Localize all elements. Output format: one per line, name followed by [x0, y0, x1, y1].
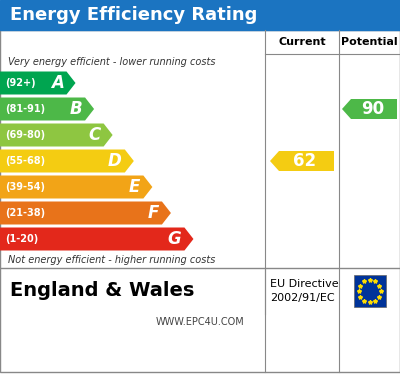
Text: B: B [70, 100, 82, 118]
Text: (69-80): (69-80) [5, 130, 45, 140]
Polygon shape [0, 71, 76, 95]
Polygon shape [0, 175, 152, 199]
Text: England & Wales: England & Wales [10, 282, 194, 300]
Polygon shape [0, 227, 194, 251]
Text: Potential: Potential [341, 37, 398, 47]
Text: Not energy efficient - higher running costs: Not energy efficient - higher running co… [8, 255, 215, 265]
Text: F: F [148, 204, 159, 222]
Text: G: G [168, 230, 182, 248]
Polygon shape [0, 201, 171, 225]
Text: (39-54): (39-54) [5, 182, 45, 192]
Text: Very energy efficient - lower running costs: Very energy efficient - lower running co… [8, 57, 216, 67]
Text: Current: Current [278, 37, 326, 47]
Polygon shape [270, 151, 334, 171]
Bar [354, 275, 386, 307]
Text: (1-20): (1-20) [5, 234, 38, 244]
Text: E: E [129, 178, 140, 196]
Text: D: D [108, 152, 122, 170]
Polygon shape [0, 123, 113, 147]
Text: C: C [88, 126, 101, 144]
Polygon shape [342, 99, 397, 119]
Text: 62: 62 [294, 152, 316, 170]
Text: A: A [51, 74, 64, 92]
Text: WWW.EPC4U.COM: WWW.EPC4U.COM [156, 317, 244, 327]
Polygon shape [0, 97, 94, 121]
Text: (81-91): (81-91) [5, 104, 45, 114]
Polygon shape [0, 149, 134, 173]
Text: (92+): (92+) [5, 78, 36, 88]
Bar [0, 0, 400, 30]
Text: (21-38): (21-38) [5, 208, 45, 218]
Bar [0, 30, 400, 372]
Text: 90: 90 [361, 100, 384, 118]
Text: Energy Efficiency Rating: Energy Efficiency Rating [10, 6, 257, 24]
Text: (55-68): (55-68) [5, 156, 45, 166]
Text: EU Directive
2002/91/EC: EU Directive 2002/91/EC [270, 279, 339, 303]
